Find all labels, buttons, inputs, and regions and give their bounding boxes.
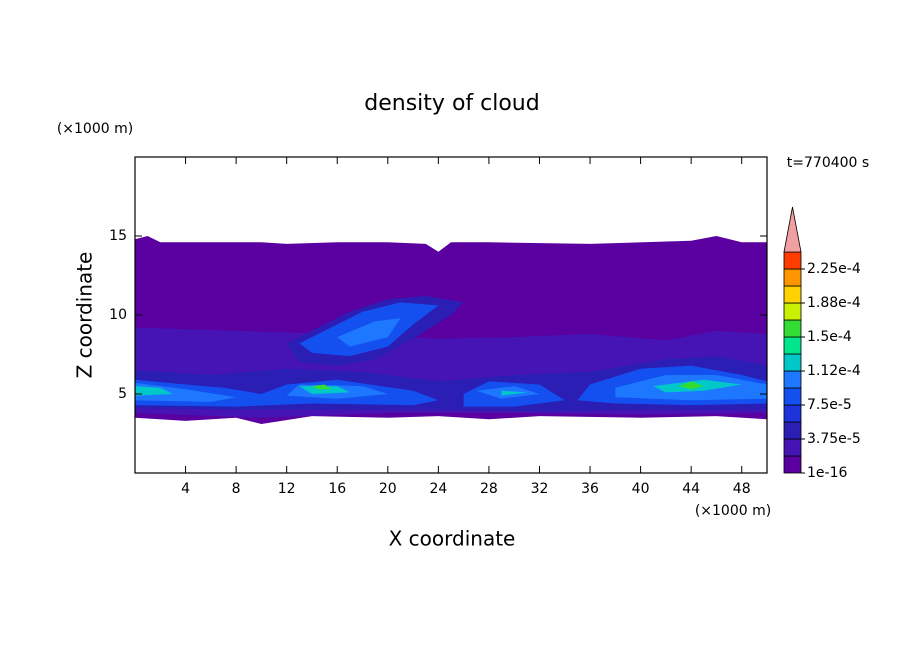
x-tick-label: 40 — [632, 481, 650, 497]
colorbar-band — [783, 455, 802, 474]
x-tick-label: 8 — [232, 481, 241, 497]
colorbar-band — [783, 302, 802, 321]
x-tick-label: 20 — [379, 481, 397, 497]
colorbar-band — [783, 251, 802, 270]
colorbar-extend — [783, 206, 802, 253]
x-tick-label: 48 — [733, 481, 751, 497]
y-tick-label: 5 — [118, 386, 127, 402]
x-tick-label: 12 — [278, 481, 296, 497]
contour-region — [135, 386, 173, 396]
colorbar-band — [783, 370, 802, 389]
colorbar-band — [783, 268, 802, 287]
colorbar-band — [783, 319, 802, 338]
x-tick-label: 32 — [531, 481, 549, 497]
colorbar-tick-label: 2.25e-4 — [807, 261, 861, 277]
colorbar-band — [783, 353, 802, 372]
colorbar-band — [783, 285, 802, 304]
contour-region — [135, 382, 237, 402]
colorbar-tick-label: 3.75e-5 — [807, 431, 861, 447]
contour-region — [299, 386, 350, 394]
annotation: t=770400 s — [787, 155, 869, 171]
y-axis-title: Z coordinate — [73, 252, 97, 379]
colorbar-tick-label: 7.5e-5 — [807, 397, 852, 413]
contour-region — [337, 318, 401, 347]
x-tick-label: 4 — [181, 481, 190, 497]
x-tick-label: 24 — [429, 481, 447, 497]
colorbar-band — [783, 421, 802, 440]
contour-region — [312, 384, 331, 390]
chart-title: density of cloud — [364, 91, 539, 116]
colorbar-tick-label: 1.88e-4 — [807, 295, 861, 311]
x-tick-label: 36 — [581, 481, 599, 497]
colorbar-band — [783, 387, 802, 406]
colorbar-tick-label: 1e-16 — [807, 465, 847, 481]
colorbar-tick-label: 1.5e-4 — [807, 329, 852, 345]
x-tick-label: 28 — [480, 481, 498, 497]
y-tick-label: 10 — [109, 307, 127, 323]
contour-region — [678, 381, 704, 390]
colorbar-band — [783, 438, 802, 457]
x-axis-title: X coordinate — [389, 527, 516, 551]
y-tick-label: 15 — [109, 228, 127, 244]
colorbar-tick-label: 1.12e-4 — [807, 363, 861, 379]
x-unit: (×1000 m) — [695, 503, 771, 519]
y-unit: (×1000 m) — [57, 121, 133, 137]
x-tick-label: 44 — [682, 481, 700, 497]
colorbar-band — [783, 404, 802, 423]
colorbar-band — [783, 336, 802, 355]
contour-region — [501, 390, 527, 396]
x-tick-label: 16 — [328, 481, 346, 497]
